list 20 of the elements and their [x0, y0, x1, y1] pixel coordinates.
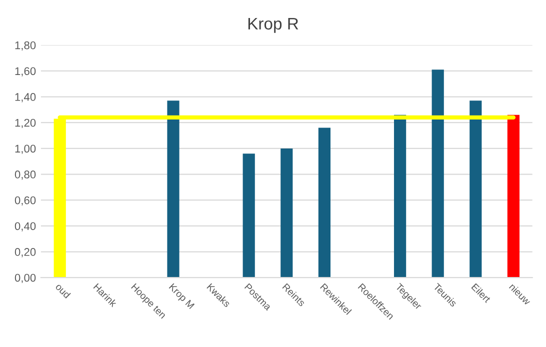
bar [507, 114, 520, 278]
y-tick-label: 0,40 [14, 222, 36, 232]
y-tick-label: 1,00 [15, 144, 36, 154]
y-tick-label: 0,20 [14, 248, 36, 258]
y-tick-label: 0,60 [14, 196, 36, 206]
y-tick-label: 1,20 [15, 118, 36, 128]
bar [242, 154, 255, 278]
y-tick-label: 0,80 [14, 170, 36, 180]
y-tick-label: 1,60 [15, 67, 36, 76]
chart-title: Krop R [248, 18, 298, 33]
y-tick-label: 1,80 [15, 41, 36, 51]
y-tick-label: 1,40 [15, 93, 36, 102]
bar [167, 100, 180, 278]
bar [470, 100, 482, 278]
bar [280, 148, 293, 278]
y-tick-label: 0,00 [14, 274, 36, 284]
bar [394, 114, 406, 278]
bar [318, 128, 330, 278]
bar [432, 70, 444, 278]
x-tick-label: oud [55, 282, 71, 299]
